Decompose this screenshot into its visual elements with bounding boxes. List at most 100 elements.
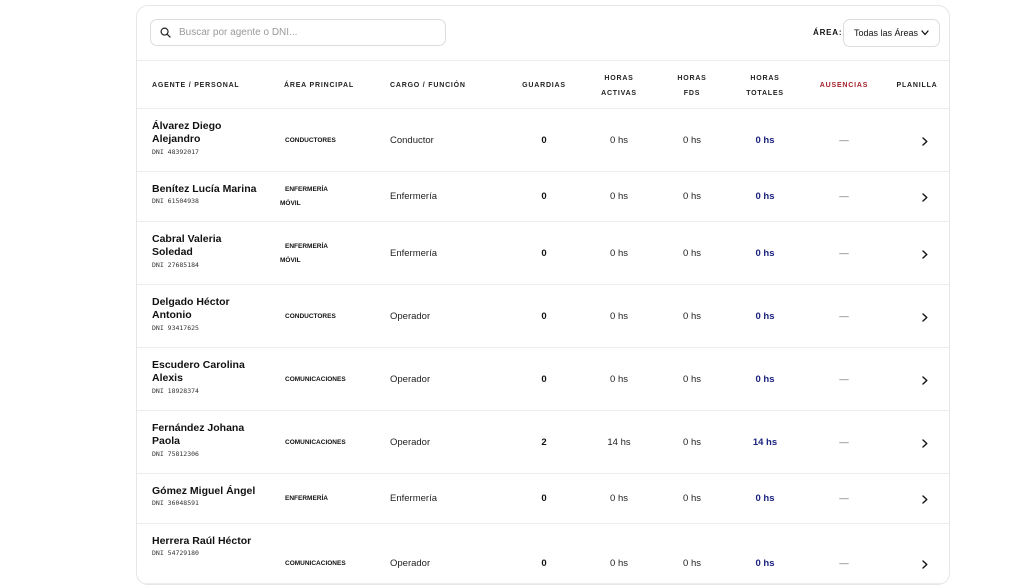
agent-dni: DNI 27685184	[152, 261, 199, 269]
ausencias-value: —	[839, 493, 849, 504]
area-badge-line: MÓVIL	[280, 200, 301, 207]
agent-name-line: Benítez Lucía Marina	[152, 183, 257, 195]
guardias-value: 0	[541, 311, 547, 322]
search-box[interactable]	[150, 19, 446, 46]
horas-activas-value: 0 hs	[610, 558, 628, 569]
agents-table-card: ÁREA: Todas las Áreas AGENTE / PERSONAL …	[136, 5, 950, 585]
agent-dni: DNI 36048591	[152, 499, 199, 507]
agent-name-line: Antonio	[152, 309, 192, 321]
agent-dni: DNI 93417625	[152, 324, 199, 332]
ausencias-value: —	[839, 135, 849, 146]
chevron-right-icon[interactable]	[922, 137, 928, 146]
agent-name-line: Soledad	[152, 246, 193, 258]
agent-role: Operador	[390, 374, 431, 385]
agent-dni: DNI 54729180	[152, 549, 199, 557]
column-header-horas-totales[interactable]: HORAS TOTALES	[746, 71, 784, 101]
horas-fds-value: 0 hs	[683, 311, 701, 322]
table-row[interactable]: Herrera Raúl Héctor DNI 54729180 COMUNICAC…	[137, 524, 949, 584]
column-header-line: TOTALES	[746, 90, 784, 97]
agent-name: Delgado Héctor Antonio	[152, 296, 272, 322]
horas-activas-value: 0 hs	[610, 374, 628, 385]
agent-dni: DNI 61504938	[152, 197, 199, 205]
horas-activas-value: 0 hs	[610, 248, 628, 259]
agent-name-line: Paola	[152, 435, 181, 447]
table-row[interactable]: Gómez Miguel Ángel DNI 36048591 ENFERMERÍA…	[137, 474, 949, 524]
table-row[interactable]: Fernández Johana Paola DNI 75812306 COMUNIC…	[137, 411, 949, 474]
horas-totales-value: 0 hs	[755, 374, 775, 385]
horas-totales-value: 0 hs	[755, 558, 775, 569]
column-header-cargo[interactable]: CARGO / FUNCIÓN	[390, 82, 466, 89]
ausencias-value: —	[839, 191, 849, 202]
table-row[interactable]: Delgado Héctor Antonio DNI 93417625 CONDUCT…	[137, 285, 949, 348]
horas-activas-value: 0 hs	[610, 191, 628, 202]
agent-name-line: Herrera Raúl Héctor	[152, 535, 252, 547]
table-toolbar: ÁREA: Todas las Áreas	[137, 6, 949, 61]
agent-name-line: Álvarez Diego	[152, 120, 222, 132]
agent-name-line: Escudero Carolina	[152, 359, 245, 371]
guardias-value: 0	[541, 191, 547, 202]
chevron-down-icon	[921, 30, 929, 36]
column-header-line: HORAS	[750, 75, 780, 82]
chevron-right-icon[interactable]	[922, 495, 928, 504]
chevron-right-icon[interactable]	[922, 313, 928, 322]
chevron-right-icon[interactable]	[922, 560, 928, 569]
agent-name-line: Alejandro	[152, 133, 201, 145]
column-header-horas-activas[interactable]: HORAS ACTIVAS	[601, 71, 637, 101]
column-header-area[interactable]: ÁREA PRINCIPAL	[284, 82, 354, 89]
ausencias-value: —	[839, 311, 849, 322]
search-input[interactable]	[179, 27, 429, 38]
guardias-value: 0	[541, 248, 547, 259]
ausencias-value: —	[839, 558, 849, 569]
agent-dni: DNI 75812306	[152, 450, 199, 458]
agent-dni: DNI 18928374	[152, 387, 199, 395]
agent-role: Conductor	[390, 135, 434, 146]
area-badge-line: COMUNICACIONES	[285, 439, 346, 446]
area-badge: COMUNICACIONES	[285, 557, 375, 571]
guardias-value: 0	[541, 374, 547, 385]
table-row[interactable]: Álvarez Diego Alejandro DNI 48392017 CONDUC…	[137, 109, 949, 172]
guardias-value: 2	[541, 437, 547, 448]
horas-totales-value: 0 hs	[755, 191, 775, 202]
horas-fds-value: 0 hs	[683, 135, 701, 146]
agent-role: Operador	[390, 558, 431, 569]
column-header-horas-fds[interactable]: HORAS FDS	[677, 71, 706, 101]
table-row[interactable]: Benítez Lucía Marina DNI 61504938 ENFERMER…	[137, 172, 949, 222]
ausencias-value: —	[839, 437, 849, 448]
horas-totales-value: 0 hs	[755, 493, 775, 504]
column-header-ausencias[interactable]: AUSENCIAS	[819, 82, 869, 89]
column-header-guardias[interactable]: GUARDIAS	[522, 82, 566, 89]
area-filter-value: Todas las Áreas	[854, 28, 919, 38]
column-header-planilla[interactable]: PLANILLA	[896, 82, 938, 89]
area-badge-line: COMUNICACIONES	[285, 376, 346, 383]
agent-name: Fernández Johana Paola	[152, 422, 272, 448]
column-header-agente[interactable]: AGENTE / PERSONAL	[152, 82, 240, 89]
agent-name-line: Delgado Héctor	[152, 296, 230, 308]
horas-activas-value: 14 hs	[607, 437, 631, 448]
column-header-line: HORAS	[604, 75, 634, 82]
column-header-line: HORAS	[677, 75, 707, 82]
horas-fds-value: 0 hs	[683, 558, 701, 569]
area-badge-line: ENFERMERÍA	[285, 243, 328, 250]
chevron-right-icon[interactable]	[922, 439, 928, 448]
guardias-value: 0	[541, 493, 547, 504]
table-header: AGENTE / PERSONAL ÁREA PRINCIPAL CARGO /…	[137, 61, 949, 109]
agent-name: Cabral Valeria Soledad	[152, 233, 272, 259]
area-filter-select[interactable]: Todas las Áreas	[843, 19, 940, 47]
horas-fds-value: 0 hs	[683, 191, 701, 202]
area-badge-line: CONDUCTORES	[285, 313, 336, 320]
area-badge: CONDUCTORES	[285, 310, 375, 324]
chevron-right-icon[interactable]	[922, 250, 928, 259]
horas-totales-value: 0 hs	[755, 135, 775, 146]
agent-role: Operador	[390, 311, 431, 322]
agent-name: Gómez Miguel Ángel	[152, 485, 272, 498]
horas-totales-value: 14 hs	[752, 437, 778, 448]
chevron-right-icon[interactable]	[922, 376, 928, 385]
agent-name: Herrera Raúl Héctor	[152, 535, 272, 548]
agent-role: Enfermería	[390, 248, 437, 259]
chevron-right-icon[interactable]	[922, 193, 928, 202]
area-badge-line: CONDUCTORES	[285, 137, 336, 144]
table-row[interactable]: Escudero Carolina Alexis DNI 18928374 COMUN…	[137, 348, 949, 411]
table-row[interactable]: Cabral Valeria Soledad DNI 27685184 ENFERME…	[137, 222, 949, 285]
guardias-value: 0	[541, 558, 547, 569]
area-badge-line: COMUNICACIONES	[285, 560, 346, 567]
